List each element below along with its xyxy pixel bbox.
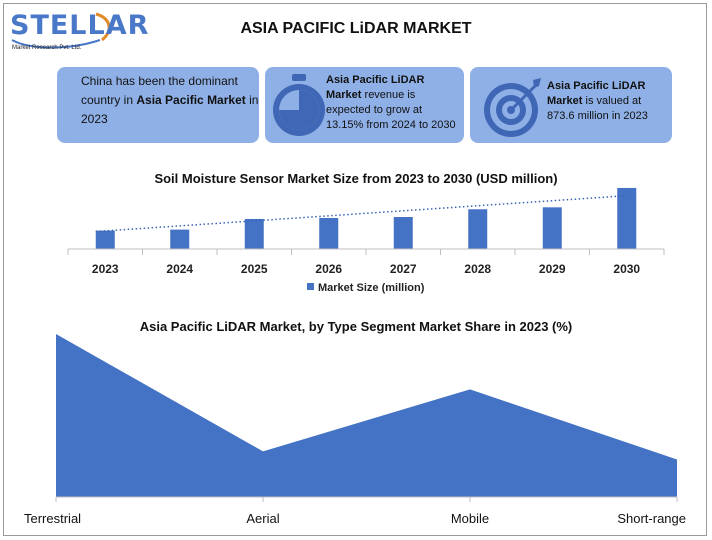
card3-text-bold: Asia Pacific LiDAR Market <box>547 80 646 107</box>
bar-2023 <box>95 230 115 249</box>
page-title: ASIA PACIFIC LiDAR MARKET <box>240 20 472 37</box>
card3-text-post: is valued at 873.6 million in 2023 <box>547 95 648 122</box>
stopwatch-icon <box>273 74 325 136</box>
x-tick-label-2027: 2027 <box>390 262 417 276</box>
bar-2029 <box>542 207 562 249</box>
logo: STELLAR Market Research Pvt. Ltd. <box>10 10 148 54</box>
card2-text-bold: Asia Pacific LiDAR Market <box>326 74 425 101</box>
x-tick-label-2030: 2030 <box>613 262 640 276</box>
card2-text: Asia Pacific LiDAR Market revenue is exp… <box>326 73 460 133</box>
card3-text: Asia Pacific LiDAR Market is valued at 8… <box>547 79 669 124</box>
bar-2025 <box>244 218 264 249</box>
bar-2026 <box>319 217 339 249</box>
x-tick-label-2024: 2024 <box>166 262 193 276</box>
area-x-tick-label-short-range: Short-range <box>617 511 686 526</box>
legend-label: Market Size (million) <box>318 282 425 294</box>
bar-2024 <box>170 229 190 249</box>
info-card-valuation: Asia Pacific LiDAR Market is valued at 8… <box>470 67 672 143</box>
card1-text-pre: China has been the dominant country in <box>81 74 238 107</box>
x-tick-label-2029: 2029 <box>539 262 566 276</box>
logo-swoosh-icon <box>11 12 111 49</box>
bar-chart-title: Soil Moisture Sensor Market Size from 20… <box>154 171 558 186</box>
info-card-growth: Asia Pacific LiDAR Market revenue is exp… <box>265 67 464 143</box>
area-x-tick-label-mobile: Mobile <box>451 511 489 526</box>
trend-line <box>95 194 627 233</box>
target-icon <box>484 78 541 137</box>
x-tick-label-2028: 2028 <box>464 262 491 276</box>
logo-tagline: Market Research Pvt. Ltd. <box>12 45 82 51</box>
info-card-china: China has been the dominant country in A… <box>57 67 259 143</box>
card1-text-post: in 2023 <box>81 93 259 126</box>
bar-2027 <box>393 217 413 249</box>
x-tick-label-2023: 2023 <box>92 262 119 276</box>
area-series <box>56 334 677 497</box>
card2-text-post: revenue is expected to grow at 13.15% fr… <box>326 89 456 131</box>
x-tick-label-2025: 2025 <box>241 262 268 276</box>
logo-wordmark: STELLAR <box>10 10 150 41</box>
bar-2028 <box>468 209 488 249</box>
x-tick-label-2026: 2026 <box>315 262 342 276</box>
area-chart-title: Asia Pacific LiDAR Market, by Type Segme… <box>139 319 573 334</box>
area-x-tick-label-aerial: Aerial <box>246 511 279 526</box>
legend-swatch <box>307 283 314 290</box>
bar-2030 <box>617 187 637 249</box>
card1-text-bold: Asia Pacific Market <box>136 93 246 107</box>
area-x-tick-label-terrestrial: Terrestrial <box>24 511 81 526</box>
